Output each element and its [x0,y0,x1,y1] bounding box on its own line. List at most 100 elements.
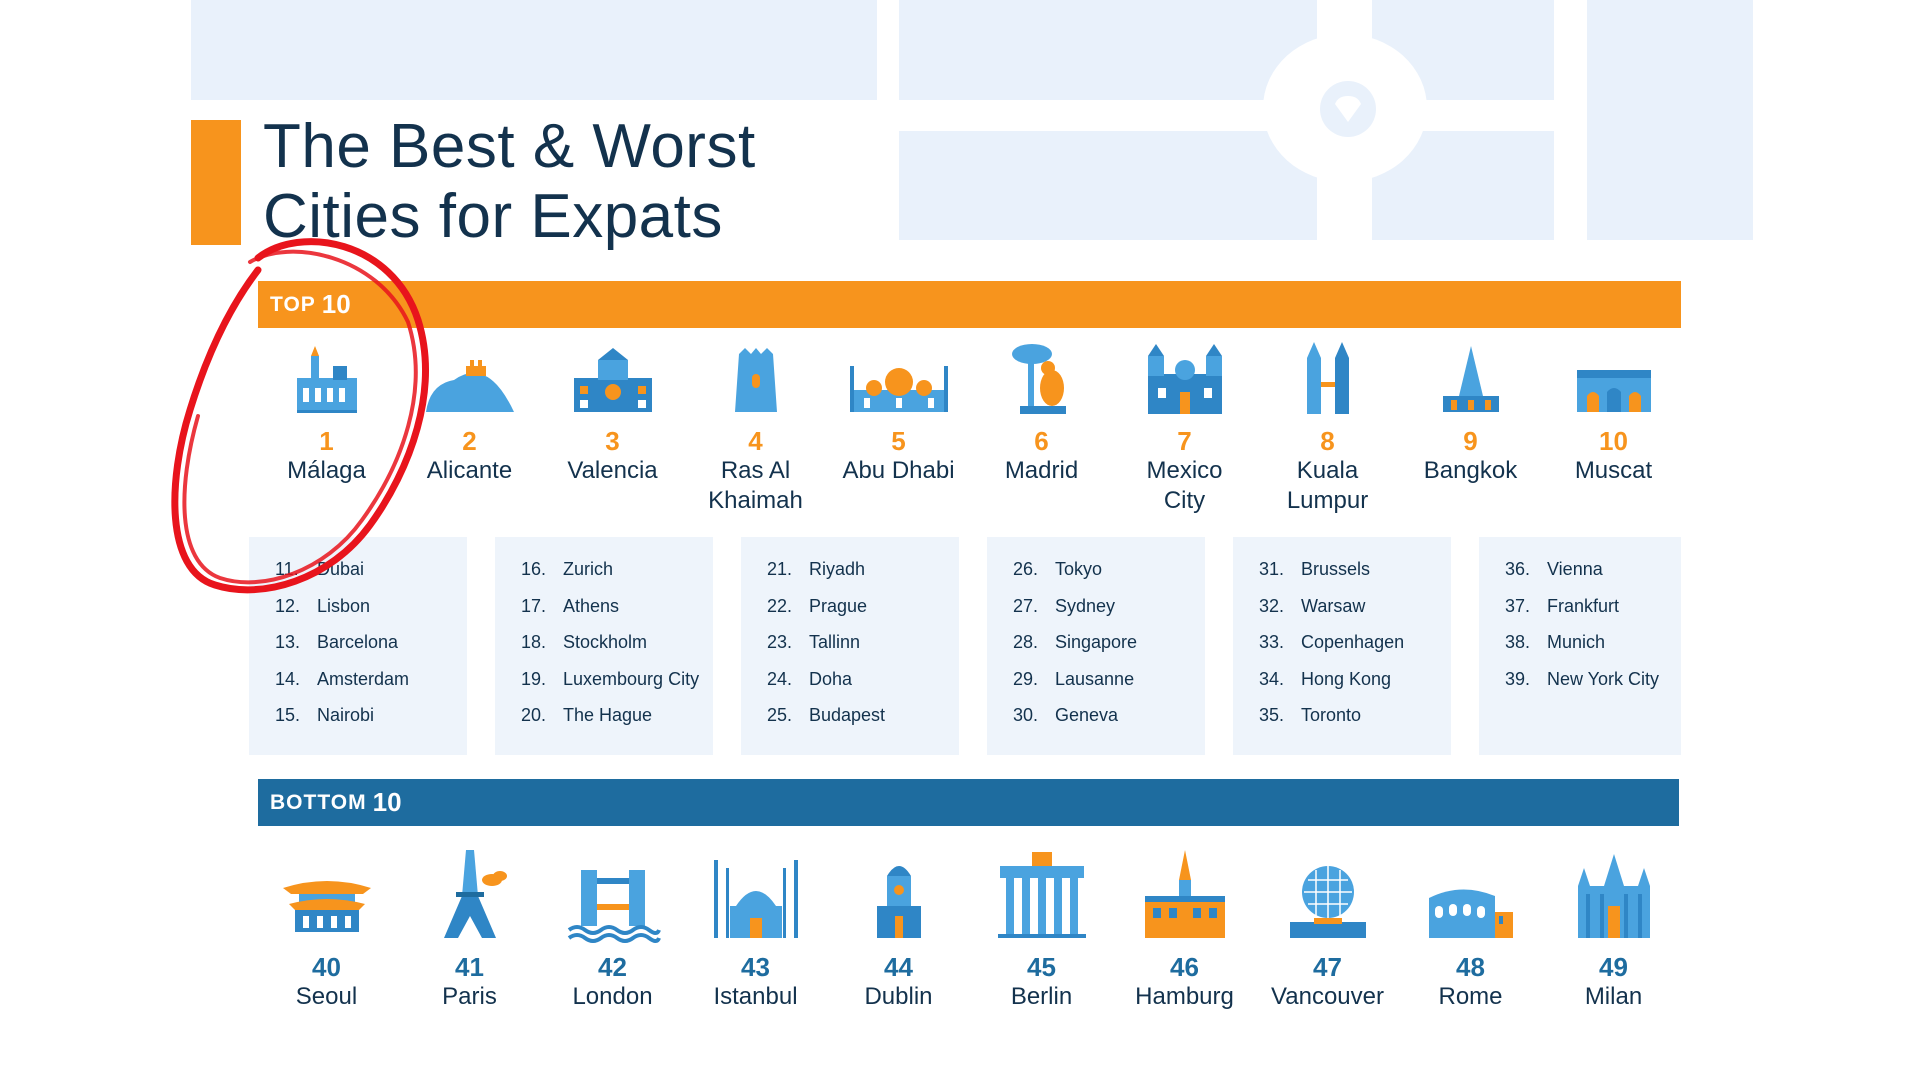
list-rank: 19. [521,668,547,689]
title-line-2: Cities for Expats [263,182,723,251]
list-city: Budapest [809,705,886,725]
city-name: Bangkok [1423,457,1518,484]
list-item: 13. Barcelona [275,632,467,669]
list-item: 27. Sydney [1013,596,1205,633]
abu-dhabi-mosque-icon [849,366,948,412]
city-rank: 48 [1456,952,1485,982]
bottom-city-47: 47 Vancouver [1256,846,1399,1012]
mexico-city-cathedral-icon [1147,344,1222,414]
city-name: Muscat [1574,457,1653,484]
list-rank: 15. [275,705,301,725]
city-name-line-2: City [1163,487,1206,514]
city-rank: 10 [1599,426,1628,456]
list-item: 29. Lausanne [1013,669,1205,706]
bottom-city-44: 44 Dublin [827,846,970,1012]
list-city: Zurich [563,559,614,579]
list-city: New York City [1547,668,1660,689]
list-item: 23. Tallinn [767,632,959,669]
map-block [899,0,1317,100]
city-rank: 43 [741,952,770,982]
top-city-1: 1 Málaga [255,340,398,486]
list-city: Lisbon [317,595,371,616]
list-rank: 31. [1259,559,1285,579]
list-item: 35. Toronto [1259,705,1451,742]
list-rank: 28. [1013,632,1039,652]
top-city-7: 7 Mexico City [1113,340,1256,516]
list-city: Dubai [317,559,365,579]
city-rank: 42 [598,952,627,982]
list-item: 28. Singapore [1013,632,1205,669]
city-rank: 49 [1599,952,1628,982]
list-rank: 36. [1505,559,1531,579]
list-item: 22. Prague [767,596,959,633]
list-city: Munich [1547,632,1606,652]
top-10-banner: TOP 10 [258,281,1681,328]
bottom-10-number: 10 [372,787,402,817]
city-name: Ras Al Khaimah [684,456,827,516]
list-city: Vienna [1547,559,1603,579]
city-rank: 7 [1177,426,1192,456]
bottom-city-43: 43 Istanbul [684,846,827,1012]
list-city: Brussels [1301,559,1371,579]
rank-list-21-25: 21. Riyadh 22. Prague 23. Tallinn 24. Doha 2… [741,537,959,755]
bottom-city-41: 41 Paris [398,846,541,1012]
list-item: 33. Copenhagen [1259,632,1451,669]
city-name: Vancouver [1271,983,1384,1010]
list-rank: 35. [1259,705,1285,725]
list-city: Luxembourg City [563,668,700,689]
list-city: Athens [563,595,620,616]
city-rank: 1 [319,426,334,456]
list-city: Stockholm [563,632,648,652]
list-rank: 24. [767,668,793,689]
list-rank: 13. [275,632,301,652]
list-city: Amsterdam [317,668,410,689]
list-city: Warsaw [1301,595,1366,616]
list-city: The Hague [563,705,653,725]
top-city-4: 4 Ras Al Khaimah [684,340,827,516]
city-name: London [572,983,653,1010]
city-rank: 40 [312,952,341,982]
bottom-10-banner: BOTTOM 10 [258,779,1679,826]
list-rank: 18. [521,632,547,652]
list-city: Copenhagen [1301,632,1405,652]
city-name: Milan [1584,983,1643,1010]
list-item: 18. Stockholm [521,632,713,669]
list-rank: 30. [1013,705,1039,725]
list-item: 15. Nairobi [275,705,467,742]
list-city: Lausanne [1055,668,1135,689]
muscat-palace-icon [1576,370,1651,412]
bottom-city-48: 48 Rome [1399,846,1542,1012]
top-10-number: 10 [321,289,351,319]
city-name: Mexico City [1113,456,1256,516]
bottom-city-45: 45 Berlin [970,846,1113,1012]
list-city: Tallinn [809,632,861,652]
city-rank: 9 [1463,426,1478,456]
valencia-building-icon [573,348,652,412]
blue-mosque-icon [713,860,798,938]
city-rank: 45 [1027,952,1056,982]
malaga-cathedral-icon [296,346,357,413]
top-city-10: 10 Muscat [1542,340,1685,486]
list-rank: 33. [1259,632,1285,652]
ras-al-khaimah-tower-icon [734,348,777,412]
city-name: Berlin [1010,983,1073,1010]
list-rank: 26. [1013,559,1039,579]
city-name: Istanbul [713,983,798,1010]
city-name-line-1: Ras Al [720,457,791,484]
list-item: 36. Vienna [1505,559,1681,596]
list-rank: 23. [767,632,793,652]
list-item: 12. Lisbon [275,596,467,633]
list-item: 31. Brussels [1259,559,1451,596]
list-rank: 37. [1505,595,1531,616]
tower-bridge-icon [567,870,661,943]
list-rank: 34. [1259,668,1285,689]
city-rank: 41 [455,952,484,982]
list-city: Nairobi [317,705,375,725]
top-city-2: 2 Alicante [398,340,541,486]
list-city: Prague [809,595,868,616]
bottom-city-42: 42 London [541,846,684,1012]
list-city: Singapore [1055,632,1138,652]
list-city: Barcelona [317,632,399,652]
list-item: 14. Amsterdam [275,669,467,706]
list-rank: 14. [275,668,301,689]
